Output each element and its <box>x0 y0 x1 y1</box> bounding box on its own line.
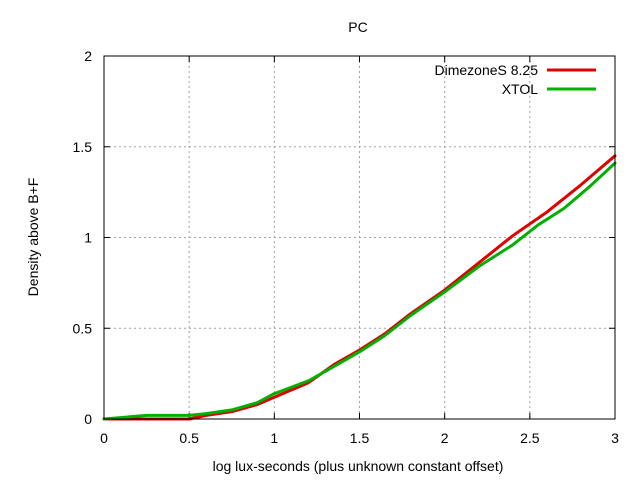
y-tick-label: 1.5 <box>73 139 93 155</box>
y-tick-label: 0.5 <box>73 320 93 336</box>
y-axis-title: Density above B+F <box>25 178 41 297</box>
y-tick-label: 1 <box>84 230 92 246</box>
legend-label: XTOL <box>502 81 539 97</box>
series-line-dimezones <box>102 154 617 421</box>
x-tick-label: 1 <box>270 430 278 446</box>
tick-labels: 0 0.5 1 1.5 2 2.5 3 0 0.5 1 1.5 2 <box>73 48 620 446</box>
x-tick-label: 0 <box>100 430 108 446</box>
x-tick-label: 1.5 <box>350 430 370 446</box>
x-tick-label: 3 <box>611 430 619 446</box>
series-line-xtol <box>102 161 617 421</box>
x-tick-label: 0.5 <box>179 430 199 446</box>
plot-frame <box>103 55 616 420</box>
legend-label: DimezoneS 8.25 <box>434 62 538 78</box>
grid-lines <box>104 56 615 419</box>
y-tick-label: 0 <box>84 411 92 427</box>
data-series <box>102 154 617 421</box>
chart-title: PC <box>348 19 367 35</box>
y-tick-label: 2 <box>84 48 92 64</box>
x-tick-label: 2.5 <box>520 430 540 446</box>
x-tick-label: 2 <box>441 430 449 446</box>
legend: DimezoneS 8.25 XTOL <box>434 62 596 97</box>
x-axis-title: log lux-seconds (plus unknown constant o… <box>213 458 504 474</box>
